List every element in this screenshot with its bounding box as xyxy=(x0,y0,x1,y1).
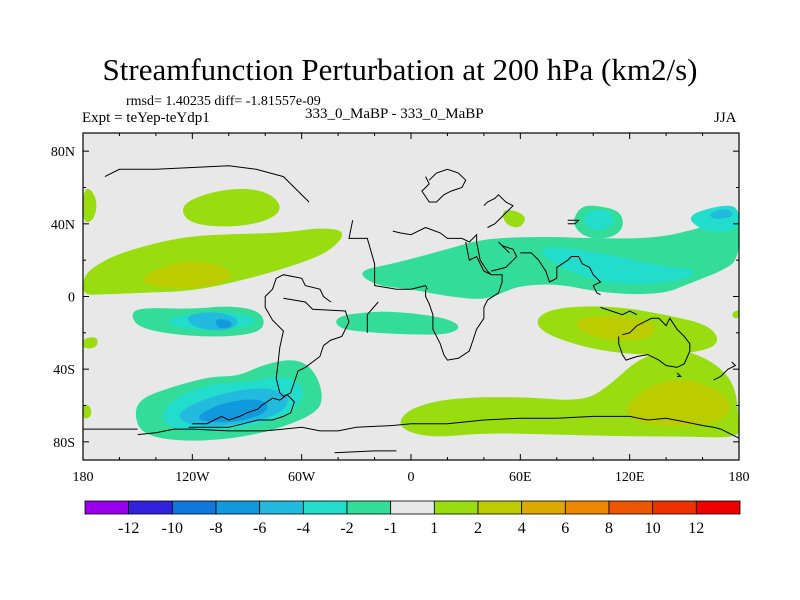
colorbar-label: -10 xyxy=(162,520,183,537)
coastline xyxy=(483,194,514,228)
contour-region xyxy=(603,220,615,226)
colorbar-bin xyxy=(128,500,173,515)
colorbar-bin xyxy=(477,500,523,515)
x-tick-label: 60E xyxy=(509,470,532,485)
colorbar-label: -6 xyxy=(253,520,266,537)
contour-fills xyxy=(83,188,739,441)
x-tick-label: 180 xyxy=(729,470,750,485)
coastline xyxy=(137,423,448,436)
y-tick-label: 80S xyxy=(53,436,75,451)
contour-region xyxy=(710,209,733,219)
colorbar-bin xyxy=(171,500,217,515)
colorbar-label: 10 xyxy=(645,520,661,537)
coastline xyxy=(366,301,379,333)
contour-region xyxy=(83,404,92,419)
colorbar-bin xyxy=(302,500,348,515)
contour-region xyxy=(542,247,694,285)
colorbar-bin xyxy=(215,500,261,515)
contour-region xyxy=(215,319,232,329)
x-tick-label: 120E xyxy=(615,470,645,485)
x-tick-label: 120W xyxy=(175,470,210,485)
contour-region xyxy=(83,188,97,223)
contour-region xyxy=(336,311,459,335)
y-tick-label: 40N xyxy=(51,218,75,233)
colorbar-bin xyxy=(346,500,392,515)
x-tick-label: 180 xyxy=(73,470,94,485)
y-tick-label: 80N xyxy=(51,145,75,160)
coastline xyxy=(447,415,648,425)
coastline xyxy=(618,317,691,368)
axis-tick-labels: 180 120W 60W 0 60E 120E 180 80N 40N 0 40S 80S xyxy=(51,145,750,485)
y-tick-label: 40S xyxy=(53,363,75,378)
experiment-label: Expt = teYep-teYdp1 xyxy=(82,110,210,126)
colorbar-bin xyxy=(259,500,304,515)
contour-region xyxy=(143,261,231,289)
colorbar-bin xyxy=(564,500,610,515)
coastline xyxy=(425,227,503,361)
chart-title: Streamfunction Perturbation at 200 hPa (… xyxy=(102,52,698,87)
coastline xyxy=(676,372,682,377)
contour-region xyxy=(83,337,98,349)
coastlines xyxy=(83,165,739,454)
y-tick-label: 0 xyxy=(68,291,75,306)
coastline xyxy=(465,241,492,276)
contour-region xyxy=(502,210,525,228)
contour-region xyxy=(199,399,268,423)
coastline xyxy=(348,220,428,290)
colorbar-bin xyxy=(433,500,479,515)
coastline xyxy=(520,252,602,296)
colorbar-label: 6 xyxy=(561,520,569,537)
coastline xyxy=(188,393,295,428)
colorbar: -12 -10 -8 -6 -4 -2 -1 1 2 4 6 8 10 12 xyxy=(84,500,741,537)
colorbar-label: -12 xyxy=(118,520,139,537)
coastline xyxy=(491,241,518,272)
colorbar-bin xyxy=(84,500,130,515)
axis-ticks xyxy=(82,133,740,460)
contour-region xyxy=(576,315,655,341)
contour-region xyxy=(627,379,730,427)
stats-label: rmsd= 1.40235 diff= -1.81557e-09 xyxy=(126,94,321,109)
colorbar-label: 1 xyxy=(430,520,438,537)
coastline xyxy=(647,417,739,439)
x-tick-label: 0 xyxy=(408,470,415,485)
coastline xyxy=(334,450,397,454)
colorbar-bin xyxy=(521,500,566,515)
contour-region xyxy=(182,188,280,227)
coastline xyxy=(600,306,638,316)
coastline xyxy=(104,165,310,203)
contour-region xyxy=(732,310,739,319)
coastline xyxy=(567,219,580,225)
season-label: JJA xyxy=(714,110,737,126)
colorbar-label: 2 xyxy=(474,520,482,537)
run-label: 333_0_MaBP - 333_0_MaBP xyxy=(305,106,484,122)
colorbar-label: -2 xyxy=(340,520,353,537)
coastline xyxy=(713,361,737,381)
colorbar-bin xyxy=(390,500,435,515)
coastline xyxy=(392,227,426,236)
colorbar-bin xyxy=(695,500,741,515)
colorbar-label: -4 xyxy=(297,520,310,537)
colorbar-label: 12 xyxy=(688,520,704,537)
colorbar-bin xyxy=(652,500,697,515)
colorbar-label: 4 xyxy=(518,520,526,537)
colorbar-label: -8 xyxy=(209,520,222,537)
colorbar-label: 8 xyxy=(605,520,613,537)
coastline xyxy=(421,168,467,203)
contour-region xyxy=(583,210,613,231)
coastline xyxy=(264,274,350,398)
x-tick-label: 60W xyxy=(288,470,316,485)
colorbar-label: -1 xyxy=(384,520,397,537)
colorbar-bin xyxy=(608,500,654,515)
